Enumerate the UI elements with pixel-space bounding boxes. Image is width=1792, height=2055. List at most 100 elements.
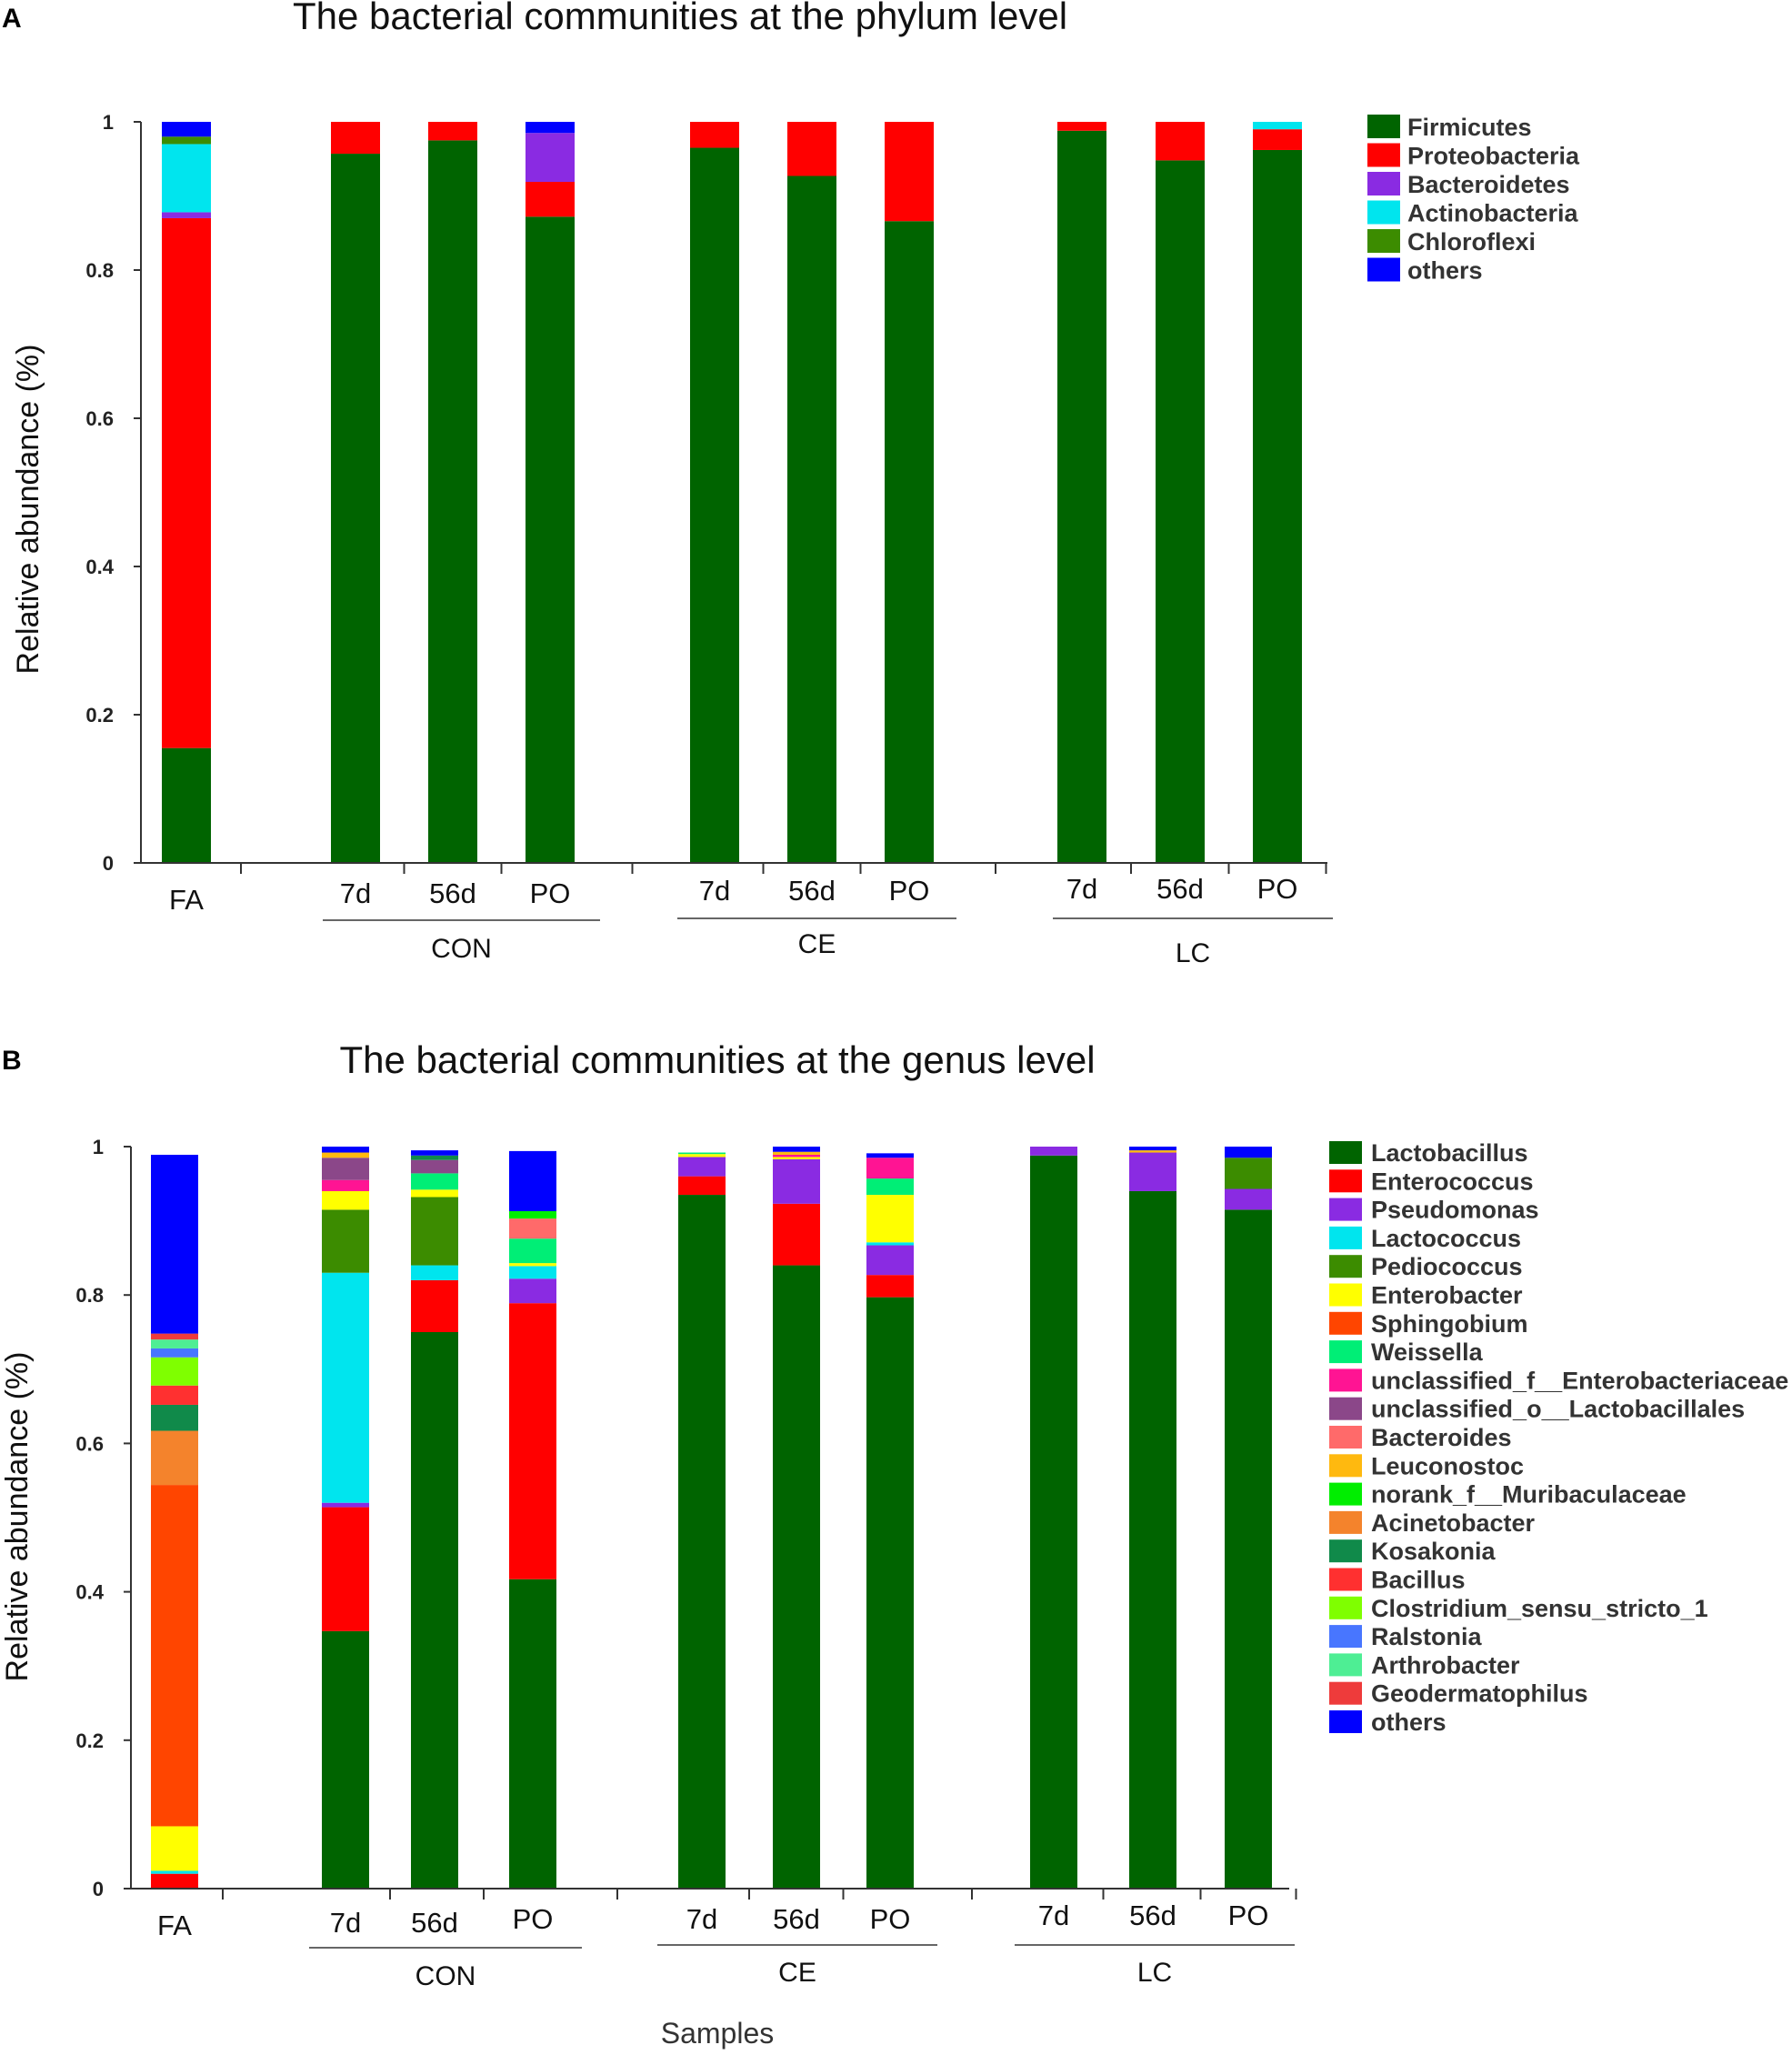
panel-b-legend-swatch-13	[1329, 1510, 1362, 1534]
panel-a-legend-label-0: Firmicutes	[1407, 114, 1532, 141]
panel-a-bar-9-actinobacteria	[1253, 122, 1302, 130]
panel-a-category-label-6: PO	[889, 875, 930, 907]
panel-b-legend-label-2: Pseudomonas	[1371, 1197, 1539, 1224]
panel-b-category-label-9: PO	[1228, 1900, 1269, 1931]
panel-b-legend-swatch-0	[1329, 1141, 1362, 1164]
panel-b-bar-2-weissella	[411, 1173, 458, 1190]
panel-b-category-label-0: FA	[157, 1910, 192, 1941]
panel-b-legend-label-16: Clostridium_sensu_stricto_1	[1371, 1595, 1708, 1622]
panel-a-ytick-label-5: 1	[103, 111, 114, 134]
panel-b-bar-2-pediococcus	[411, 1197, 458, 1266]
panel-b-bar-6-unclassified-f-enterobacteriaceae	[866, 1158, 914, 1179]
panel-b-legend-swatch-15	[1329, 1568, 1362, 1591]
panel-b-ytick-label-4: 0.8	[75, 1284, 104, 1307]
panel-b-legend-label-12: norank_f__Muribaculaceae	[1371, 1481, 1687, 1509]
panel-a-category-label-3: PO	[530, 877, 571, 909]
panel-b-bar-0-bacillus	[151, 1385, 198, 1405]
panel-b-ytick-label-0: 0	[93, 1878, 104, 1900]
panel-b-bar-4-enterobacter	[678, 1154, 726, 1158]
panel-b-bar-2-lactobacillus	[411, 1332, 458, 1889]
panel-b-bar-3-bacteroides	[509, 1218, 556, 1239]
panel-b-bar-0-ralstonia	[151, 1348, 198, 1358]
panel-b-ytick-label-2: 0.4	[75, 1581, 104, 1604]
panel-a-bar-7-proteobacteria	[1057, 122, 1106, 131]
panel-b-bar-2-enterococcus	[411, 1279, 458, 1332]
panel-a-bar-6-proteobacteria	[885, 122, 934, 222]
panel-a-bar-4-proteobacteria	[690, 122, 739, 148]
panel-b-bar-9-pediococcus	[1225, 1158, 1272, 1189]
panel-a-category-label-8: 56d	[1156, 873, 1204, 905]
panel-a-group-label-2: LC	[1176, 938, 1210, 968]
panel-b-y-ticks: 0 0.2 0.4 0.6 0.8 1	[75, 1136, 131, 1900]
panel-b-bar-3-enterobacter	[509, 1263, 556, 1267]
panel-b-legend-swatch-8	[1329, 1368, 1362, 1392]
panel-b-bar-6-enterococcus	[866, 1275, 914, 1298]
panel-b-bar-0-arthrobacter	[151, 1339, 198, 1348]
panel-b-bar-4-enterococcus	[678, 1176, 726, 1196]
panel-b-bar-2-unclassified-o-lactobacillales	[411, 1159, 458, 1174]
panel-b-legend-swatch-11	[1329, 1454, 1362, 1478]
panel-b-bar-0-acinetobacter	[151, 1430, 198, 1486]
panel-a-group-label-0: CON	[431, 934, 492, 964]
panel-b-legend-label-13: Acinetobacter	[1371, 1509, 1536, 1537]
panel-b-bar-8-pseudomonas	[1129, 1152, 1176, 1191]
panel-a-bar-0-proteobacteria	[162, 217, 211, 748]
panel-b-legend-swatch-14	[1329, 1539, 1362, 1563]
panel-b-ytick-label-1: 0.2	[75, 1729, 104, 1752]
panel-b-legend-swatch-4	[1329, 1255, 1362, 1278]
panel-b-bar-5-lactobacillus	[773, 1265, 820, 1889]
panel-b-bar-1-others	[322, 1147, 369, 1153]
panel-b-bar-8-others	[1129, 1147, 1176, 1151]
panel-b-bar-9-lactobacillus	[1225, 1209, 1272, 1889]
panel-a-bar-5-proteobacteria	[787, 122, 836, 176]
panel-a-ytick-label-0: 0	[103, 852, 114, 875]
panel-b-bar-2-lactococcus	[411, 1265, 458, 1280]
panel-a-category-label-4: 7d	[699, 875, 730, 907]
panel-b-bar-4-lactobacillus	[678, 1195, 726, 1889]
panel-b-group-labels: CON CE LC	[309, 1944, 1295, 1991]
panel-b-bar-2-enterobacter	[411, 1189, 458, 1198]
panel-a-bar-0-firmicutes	[162, 747, 211, 863]
panel-b-category-label-4: 7d	[686, 1903, 717, 1935]
panel-a-bar-7-firmicutes	[1057, 130, 1106, 863]
panel-b-legend-label-3: Lactococcus	[1371, 1225, 1521, 1252]
panel-b-bar-1-enterococcus	[322, 1507, 369, 1631]
panel-b-category-label-1: 7d	[330, 1907, 361, 1939]
panel-b-bar-6-pseudomonas	[866, 1245, 914, 1276]
panel-a-legend-label-5: others	[1407, 257, 1483, 285]
panel-a-bar-0-actinobacteria	[162, 144, 211, 213]
panel-b-category-label-8: 56d	[1129, 1900, 1176, 1931]
panel-b-bar-6-lactobacillus	[866, 1297, 914, 1889]
panel-b-legend-swatch-6	[1329, 1311, 1362, 1335]
panel-b-bar-3-norank-f-muribaculaceae	[509, 1210, 556, 1219]
panel-b-legend-label-7: Weissella	[1371, 1338, 1484, 1366]
panel-b-legend-label-20: others	[1371, 1709, 1447, 1736]
panel-b-ytick-label-5: 1	[93, 1136, 104, 1158]
panel-b-legend-swatch-16	[1329, 1596, 1362, 1619]
panel-a-group-labels: CON CE LC	[323, 917, 1333, 968]
panel-a-bar-1-firmicutes	[331, 154, 380, 864]
panel-b-legend-label-4: Pediococcus	[1371, 1253, 1523, 1280]
panel-b-bar-9-pseudomonas	[1225, 1188, 1272, 1210]
panel-b-legend-label-1: Enterococcus	[1371, 1168, 1534, 1195]
panel-b-legend-label-19: Geodermatophilus	[1371, 1680, 1588, 1708]
panel-b-bar-3-lactococcus	[509, 1266, 556, 1279]
panel-b-bar-5-leuconostoc	[773, 1151, 820, 1155]
panel-b-bar-1-lactobacillus	[322, 1630, 369, 1889]
panel-a-legend-swatch-1	[1367, 143, 1400, 167]
panel-a-ytick-label-3: 0.6	[85, 407, 114, 430]
panel-b-bar-0-sphingobium	[151, 1485, 198, 1827]
panel-a-bar-3-bacteroidetes	[526, 133, 575, 183]
panel-a-letter: A	[2, 4, 22, 34]
panel-a-phylum-chart: A The bacterial communities at the phylu…	[2, 0, 1580, 968]
panel-b-legend-swatch-2	[1329, 1198, 1362, 1221]
panel-b-bar-3-lactobacillus	[509, 1579, 556, 1889]
panel-b-legend-label-18: Arthrobacter	[1371, 1651, 1520, 1679]
panel-b-bar-1-unclassified-f-enterobacteriaceae	[322, 1179, 369, 1191]
panel-a-group-label-1: CE	[798, 929, 836, 959]
panel-a-legend-label-1: Proteobacteria	[1407, 143, 1580, 170]
panel-b-bar-5-pseudomonas	[773, 1158, 820, 1204]
panel-a-legend-swatch-3	[1367, 200, 1400, 225]
panel-b-legend-swatch-12	[1329, 1482, 1362, 1506]
